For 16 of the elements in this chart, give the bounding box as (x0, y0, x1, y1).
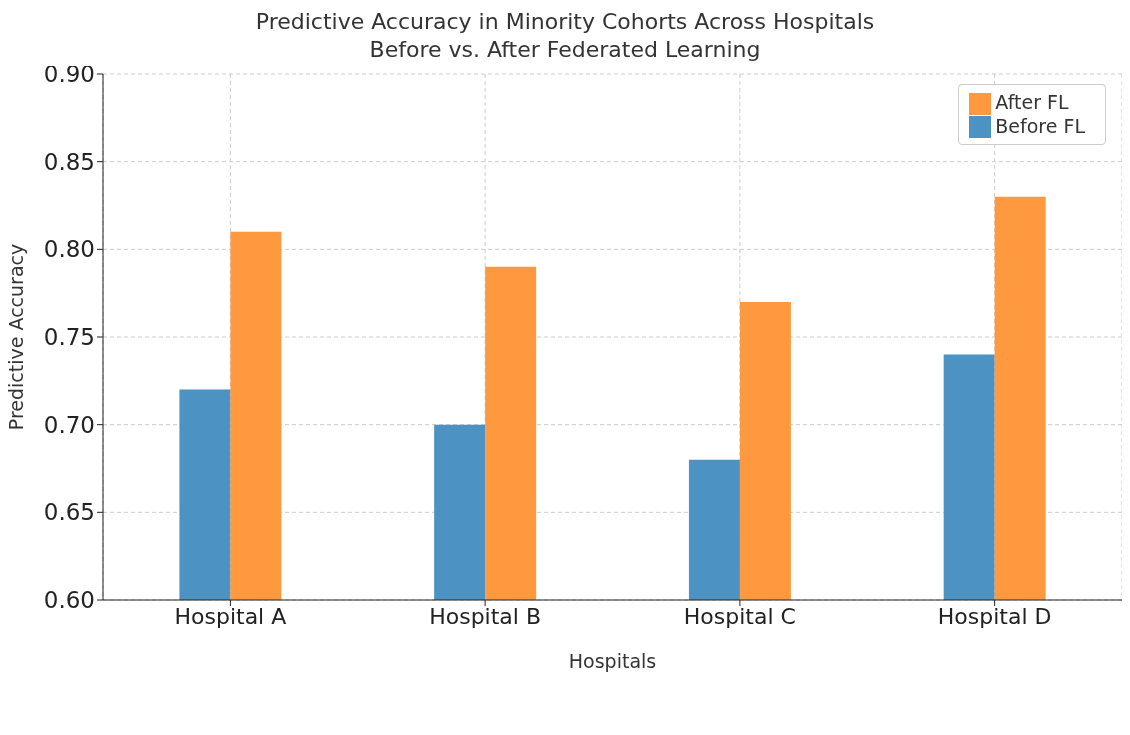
x-tick-label: Hospital D (937, 603, 1052, 629)
y-tick-label: 0.70 (43, 411, 95, 438)
x-axis-title: Hospitals (568, 650, 657, 672)
x-tick-label: Hospital A (174, 603, 287, 629)
y-tick-label: 0.80 (43, 236, 95, 263)
y-tick-label: 0.90 (43, 61, 95, 88)
y-axis-title: Predictive Accuracy (4, 243, 27, 431)
x-tick-label: Hospital B (429, 603, 542, 629)
legend-label: After FL (995, 91, 1069, 113)
x-tick-label: Hospital C (683, 603, 796, 629)
legend-label: Before FL (995, 114, 1085, 137)
y-tick-label: 0.85 (43, 148, 95, 175)
y-tick-label: 0.75 (43, 324, 95, 351)
chart-title: Predictive Accuracy in Minority Cohorts Across Hospitals Before vs. After Federated Learning (254, 8, 876, 62)
y-tick-label: 0.60 (43, 587, 95, 614)
y-tick-label: 0.65 (43, 499, 95, 526)
